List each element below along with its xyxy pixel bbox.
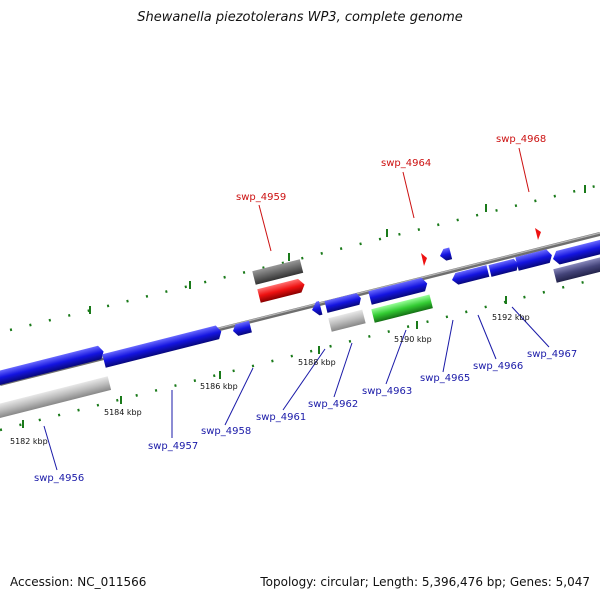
gene-swp_4966-a[interactable]: [451, 265, 490, 286]
gene-label-swp_4963[interactable]: swp_4963: [362, 386, 412, 397]
gene-swp_4956-grey-block[interactable]: [0, 376, 112, 419]
accession-label: Accession: NC_011566: [10, 575, 147, 589]
gene-label-swp_4962[interactable]: swp_4962: [308, 399, 358, 410]
gene-swp_4963-green[interactable]: [371, 294, 433, 323]
scale-label-5192: 5192 kbp: [492, 313, 530, 322]
gene-swp_4965[interactable]: [439, 247, 453, 261]
gene-label-swp_4956[interactable]: swp_4956: [34, 473, 84, 484]
upper-major-ticks: [89, 185, 586, 314]
gene-label-swp_4959[interactable]: swp_4959: [236, 192, 286, 203]
gene-label-swp_4967[interactable]: swp_4967: [527, 349, 577, 360]
gene-label-swp_4961[interactable]: swp_4961: [256, 412, 306, 423]
scale-label-5186: 5186 kbp: [200, 382, 238, 391]
gene-swp_4958[interactable]: [232, 320, 252, 337]
gene-right-blue[interactable]: [551, 237, 600, 265]
gene-swp_4962-blue[interactable]: [324, 292, 363, 313]
scale-label-5188: 5188 kbp: [298, 358, 336, 367]
gene-swp_4959-red[interactable]: [257, 278, 306, 303]
marker-swp_4968[interactable]: [535, 228, 541, 240]
gene-swp_4962-grey[interactable]: [328, 309, 366, 332]
gene-forward-blue-1[interactable]: [0, 345, 105, 386]
gene-swp_4967[interactable]: [515, 248, 553, 271]
scale-label-5184: 5184 kbp: [104, 408, 142, 417]
upper-dotted-track: [9, 183, 600, 332]
marker-swp_4964[interactable]: [421, 253, 427, 266]
gene-swp_4961[interactable]: [310, 301, 323, 317]
gene-swp_4963-blue[interactable]: [368, 277, 429, 305]
bottom-leader-lines: [43, 306, 550, 471]
gene-label-swp_4965[interactable]: swp_4965: [420, 373, 470, 384]
genome-summary: Topology: circular; Length: 5,396,476 bp…: [260, 575, 590, 589]
top-leader-lines: [258, 147, 530, 252]
gene-label-swp_4958[interactable]: swp_4958: [201, 426, 251, 437]
lower-major-ticks: [22, 296, 507, 428]
gene-label-swp_4957[interactable]: swp_4957: [148, 441, 198, 452]
scale-label-5182: 5182 kbp: [10, 437, 48, 446]
gene-swp_4959-dark[interactable]: [252, 259, 304, 285]
gene-label-swp_4966[interactable]: swp_4966: [473, 361, 523, 372]
gene-label-swp_4968[interactable]: swp_4968: [496, 134, 546, 145]
gene-label-swp_4964[interactable]: swp_4964: [381, 158, 431, 169]
scale-label-5190: 5190 kbp: [394, 335, 432, 344]
gene-right-dark[interactable]: [553, 254, 600, 283]
gene-forward-blue-2[interactable]: [102, 325, 223, 368]
gene-swp_4966-b[interactable]: [488, 258, 520, 277]
genome-title: Shewanella piezotolerans WP3, complete g…: [137, 10, 463, 25]
